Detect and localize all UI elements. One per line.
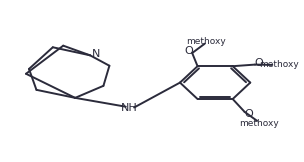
Text: methoxy: methoxy	[239, 119, 278, 128]
Text: O: O	[185, 46, 194, 56]
Text: N: N	[92, 49, 100, 59]
Text: methoxy: methoxy	[260, 60, 299, 69]
Text: O: O	[244, 109, 253, 119]
Text: O: O	[255, 58, 264, 68]
Text: NH: NH	[120, 103, 137, 113]
Text: methoxy: methoxy	[186, 37, 226, 46]
